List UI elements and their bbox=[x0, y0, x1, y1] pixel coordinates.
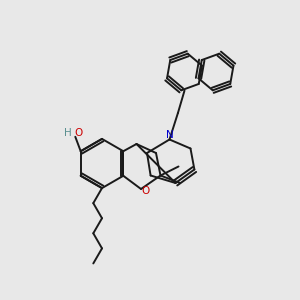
Text: N: N bbox=[166, 130, 173, 140]
Text: O: O bbox=[142, 185, 150, 196]
Text: H: H bbox=[64, 128, 72, 138]
Text: O: O bbox=[74, 128, 82, 138]
